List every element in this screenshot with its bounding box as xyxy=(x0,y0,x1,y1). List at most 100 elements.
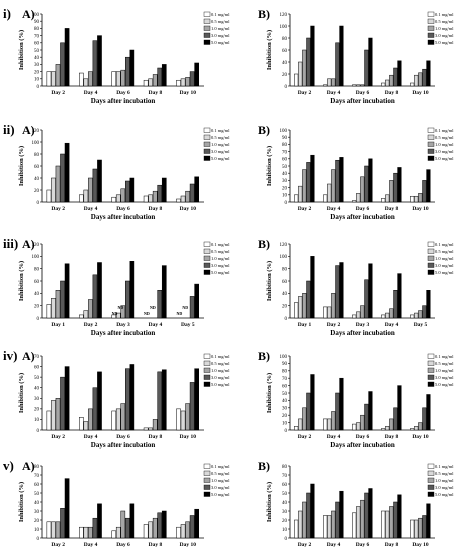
x-tick-label: Day 4 xyxy=(84,434,98,440)
bar xyxy=(339,25,344,87)
bar xyxy=(410,519,415,539)
y-tick-label: 0 xyxy=(37,317,40,322)
legend-swatch xyxy=(203,18,211,24)
bar xyxy=(83,421,89,431)
bar xyxy=(79,417,84,431)
bar xyxy=(364,49,369,87)
bar xyxy=(331,293,336,319)
bar xyxy=(389,418,394,431)
y-tick-label: 80 xyxy=(282,37,288,42)
legend-label: 1.0 mg/ml xyxy=(211,368,230,373)
y-axis-label: Inhibition (%) xyxy=(266,261,273,301)
bar xyxy=(306,280,311,319)
bar xyxy=(115,71,121,87)
y-tick-label: 20 xyxy=(282,519,288,524)
legend-swatch xyxy=(427,463,435,469)
legend-label: 0.1 mg/ml xyxy=(435,242,454,247)
y-tick-label: 0 xyxy=(285,201,288,206)
y-tick-label: 20 xyxy=(282,73,288,78)
legend-swatch xyxy=(203,381,211,387)
bar xyxy=(64,478,70,539)
annotation: ND xyxy=(118,305,124,310)
y-tick-label: 120 xyxy=(280,13,288,18)
bar xyxy=(339,490,344,539)
legend-swatch xyxy=(427,25,435,31)
bar xyxy=(414,519,419,539)
bar xyxy=(414,312,419,319)
bar xyxy=(194,283,199,319)
y-tick-label: 50 xyxy=(34,492,40,497)
legend-label: 1.0 mg/ml xyxy=(435,478,454,483)
legend-swatch xyxy=(203,470,211,476)
x-tick-label: Day 2 xyxy=(51,90,65,96)
legend-label: 0.1 mg/ml xyxy=(435,464,454,469)
annotation: ND xyxy=(144,311,150,316)
bar xyxy=(55,64,61,87)
panel-label: A) xyxy=(22,123,35,137)
bar xyxy=(393,290,398,319)
y-tick-label: 60 xyxy=(34,365,40,370)
legend-label: 0.1 mg/ml xyxy=(211,12,230,17)
x-tick-label: Day 6 xyxy=(116,542,130,548)
bar xyxy=(55,521,61,539)
x-tick-label: Day 2 xyxy=(327,322,341,328)
legend-swatch xyxy=(427,141,435,147)
y-tick-label: 20 xyxy=(34,70,40,75)
y-tick-label: 60 xyxy=(282,49,288,54)
bar xyxy=(125,280,130,319)
bar xyxy=(302,49,307,87)
bar xyxy=(302,169,307,203)
legend-swatch xyxy=(427,374,435,380)
y-tick-label: 70 xyxy=(282,474,288,479)
bar xyxy=(97,262,102,319)
bar xyxy=(60,42,65,87)
y-tick-label: 0 xyxy=(285,429,288,434)
x-tick-label: Day 2 xyxy=(51,206,65,212)
bar xyxy=(422,305,427,319)
bar xyxy=(414,74,419,87)
x-tick-label: Day 10 xyxy=(412,542,429,548)
bar xyxy=(426,60,431,87)
bar xyxy=(335,265,340,319)
bar xyxy=(46,521,52,539)
legend-swatch xyxy=(203,241,211,247)
bar xyxy=(92,387,98,431)
y-axis-label: Inhibition (%) xyxy=(266,30,273,70)
bar xyxy=(88,408,93,431)
bar xyxy=(161,64,167,87)
bar xyxy=(397,385,402,431)
bar xyxy=(55,290,61,319)
legend-label: 3.0 mg/ml xyxy=(211,149,230,154)
bar xyxy=(356,506,361,539)
bar xyxy=(422,515,427,539)
x-axis-label: Days after incubation xyxy=(330,329,395,337)
x-tick-label: Day 4 xyxy=(149,322,163,328)
annotation: ND xyxy=(176,311,182,316)
y-tick-label: 0 xyxy=(37,201,40,206)
bar xyxy=(60,153,65,203)
y-tick-label: 90 xyxy=(282,136,288,141)
legend-swatch xyxy=(427,148,435,154)
bar xyxy=(331,78,336,87)
legend-label: 5.0 mg/ml xyxy=(435,492,454,497)
bar xyxy=(368,263,373,319)
y-tick-label: 20 xyxy=(34,519,40,524)
legend-swatch xyxy=(203,134,211,140)
y-tick-label: 80 xyxy=(34,153,40,158)
x-axis-label: Days after incubation xyxy=(91,441,156,449)
bar xyxy=(129,364,135,431)
bar xyxy=(185,77,190,87)
legend-swatch xyxy=(427,491,435,497)
x-tick-label: Day 4 xyxy=(327,90,341,96)
legend-label: 0.1 mg/ml xyxy=(211,242,230,247)
bar xyxy=(143,427,149,431)
bar xyxy=(88,526,93,539)
bar xyxy=(161,177,167,203)
legend-swatch xyxy=(427,18,435,24)
x-tick-label: Day 2 xyxy=(84,322,98,328)
bar xyxy=(189,71,195,87)
bar xyxy=(111,314,117,319)
bar xyxy=(194,368,199,431)
legend-label: 3.0 mg/ml xyxy=(435,149,454,154)
bar xyxy=(120,188,126,203)
